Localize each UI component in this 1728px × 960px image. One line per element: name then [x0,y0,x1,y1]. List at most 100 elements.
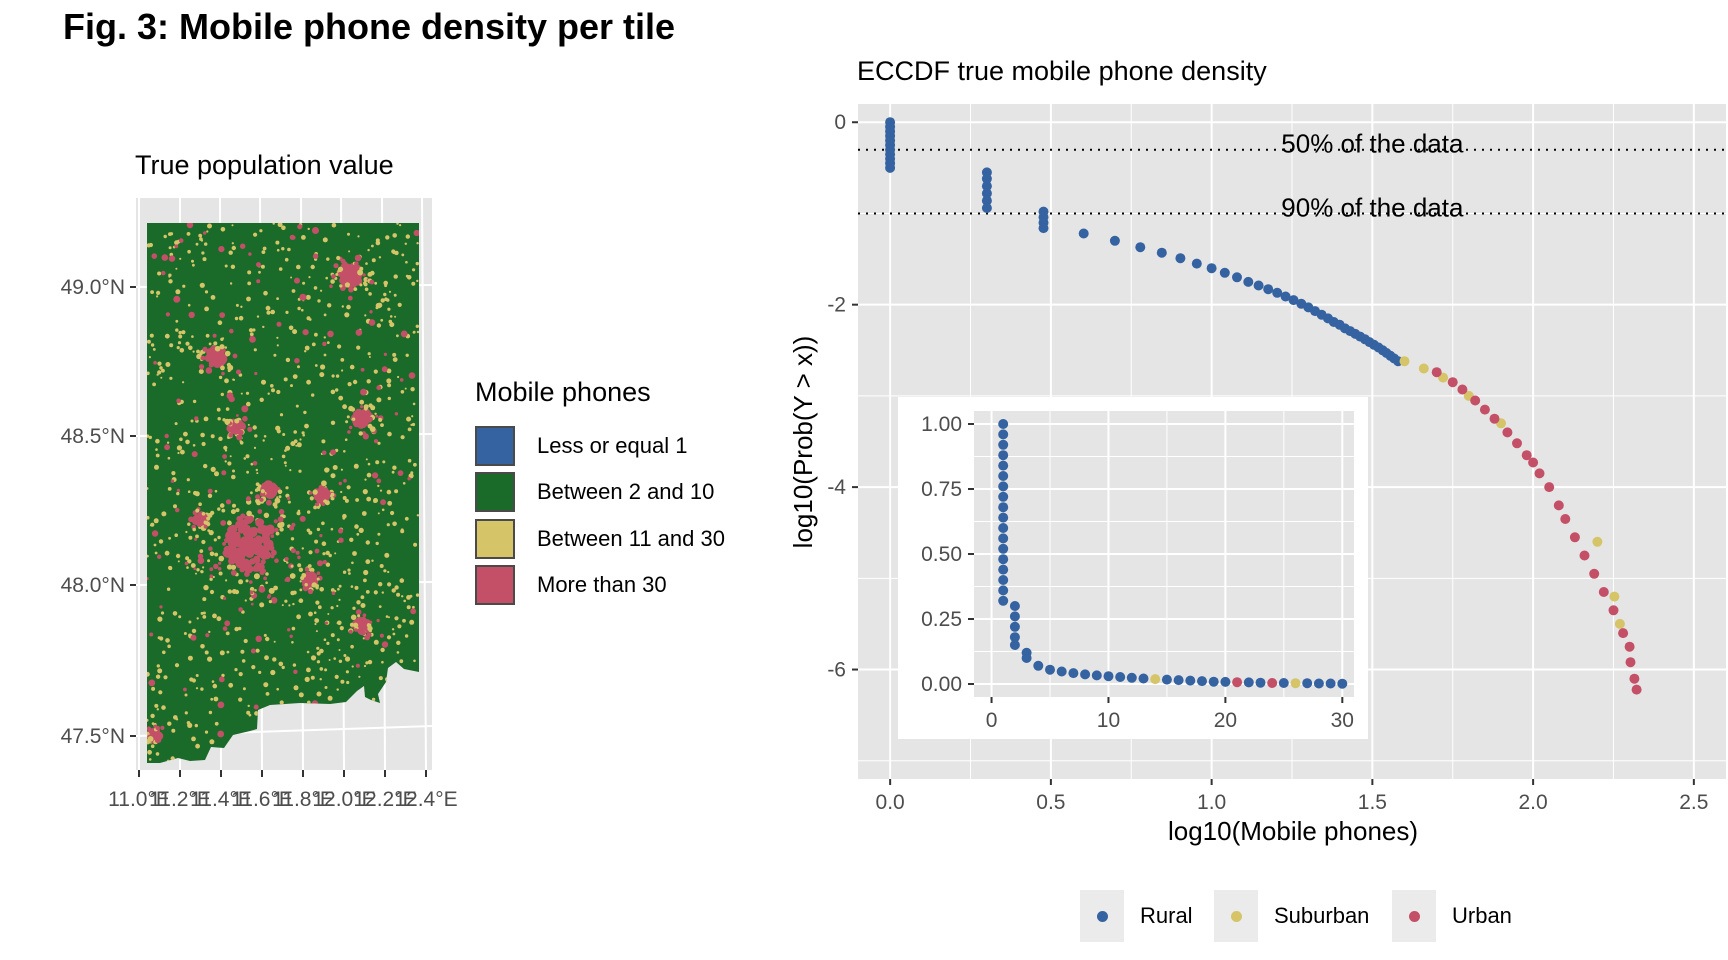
map-tile-urban [219,312,226,318]
map-tile-suburban [326,641,330,646]
map-tile-mixed [366,632,372,638]
map-tile-suburban [199,549,204,553]
map-tile-suburban [281,665,285,670]
map-tile-suburban [406,275,412,280]
map-tile-urban [263,530,269,536]
map-tile-suburban [330,420,336,425]
map-tile-suburban [303,410,307,415]
map-tile-suburban [317,299,321,303]
map-tile-suburban [386,523,390,527]
eccdf-title: ECCDF true mobile phone density [857,56,1267,86]
map-tile-suburban [400,435,405,440]
map-tile-suburban [156,373,159,376]
map-tile-suburban [203,416,209,422]
map-tile-suburban [167,456,171,460]
map-tile-suburban [169,376,173,380]
map-tile-mixed [227,520,231,524]
map-tile-suburban [392,632,396,636]
map-tile-mixed [243,416,247,419]
map-tile-suburban [195,242,199,246]
eccdf-point-urban [1569,532,1580,543]
map-tile-urban [333,263,339,269]
inset-point-rural [1255,677,1266,688]
map-tile-suburban [387,383,392,388]
map-tile-mixed [236,414,239,417]
map-tile-suburban [147,554,149,558]
map-tile-suburban [207,223,212,229]
map-tile-urban [252,461,258,466]
map-tile-suburban [210,466,216,472]
inset-point-rural [998,491,1009,502]
map-tile-suburban [313,505,317,510]
map-tile-mixed [214,552,218,556]
map-tile-suburban [397,624,402,629]
map-tile-suburban [237,626,242,631]
map-tile-suburban [380,298,385,303]
map-tile-urban [322,559,327,565]
map-lon-label: 11.4°E [190,788,252,811]
map-tile-suburban [296,511,301,516]
map-tile-suburban [415,324,419,328]
map-tile-mixed [369,620,373,624]
map-tile-urban [253,555,260,563]
map-tile-suburban [163,234,167,239]
map-lon-label: 11.6°E [231,788,293,811]
map-tile-mixed [347,295,353,301]
map-tile-suburban [192,350,195,353]
inset-point-rural [1173,675,1184,686]
map-tile-suburban [407,427,412,432]
map-tile-suburban [292,374,298,379]
map-tile-suburban [356,600,361,605]
map-tile-suburban [338,598,341,602]
map-tile-urban [346,264,351,269]
eccdf-point-urban [1631,684,1642,695]
map-tile-mixed [316,506,320,509]
map-tile-suburban [282,433,286,436]
map-tile-suburban [307,564,312,568]
map-tile-mixed [192,527,196,532]
map-tile-suburban [415,593,419,597]
map-tile-suburban [412,330,416,334]
map-tile-suburban [404,242,407,245]
map-tile-suburban [304,345,310,351]
map-tile-suburban [175,328,179,332]
map-tile-suburban [168,232,172,237]
map-tile-suburban [187,249,191,254]
map-tile-mixed [253,573,260,580]
inset-point-rural [998,502,1009,513]
map-tile-suburban [295,404,299,408]
map-tile-mixed [220,365,225,371]
map-tile-mixed [203,524,208,529]
map-tile-urban [161,270,166,276]
map-tile-suburban [157,361,162,366]
map-tile-suburban [265,305,271,311]
map-tile-mixed [367,416,373,422]
map-tile-mixed [323,487,329,492]
map-tile-suburban [188,620,192,624]
map-tile-suburban [348,250,351,253]
eccdf-point-rural [1038,223,1049,234]
map-tile-suburban [327,695,333,701]
map-tile-suburban [278,267,283,271]
map-tile-suburban [340,490,343,494]
map-tile-mixed [357,614,361,618]
map-tile-suburban [308,276,311,279]
map-tile-suburban [354,524,359,529]
map-tile-mixed [358,431,363,436]
map-tile-suburban [299,438,302,441]
map-tile-urban [203,231,207,235]
legend-label-11-30: Between 11 and 30 [537,526,725,551]
map-tile-suburban [361,511,367,516]
map-tile-suburban [306,379,311,385]
map-tile-urban [381,366,388,373]
map-tile-suburban [314,622,317,626]
map-tile-suburban [164,333,170,339]
map-tile-urban [372,472,379,479]
eccdf-point-urban [1560,514,1571,524]
map-tile-suburban [341,369,344,372]
map-tile-suburban [238,315,244,321]
inset-point-rural [1021,653,1032,663]
map-tile-mixed [277,516,284,523]
map-tile-suburban [251,665,256,670]
legend-key-rural [1080,890,1124,942]
